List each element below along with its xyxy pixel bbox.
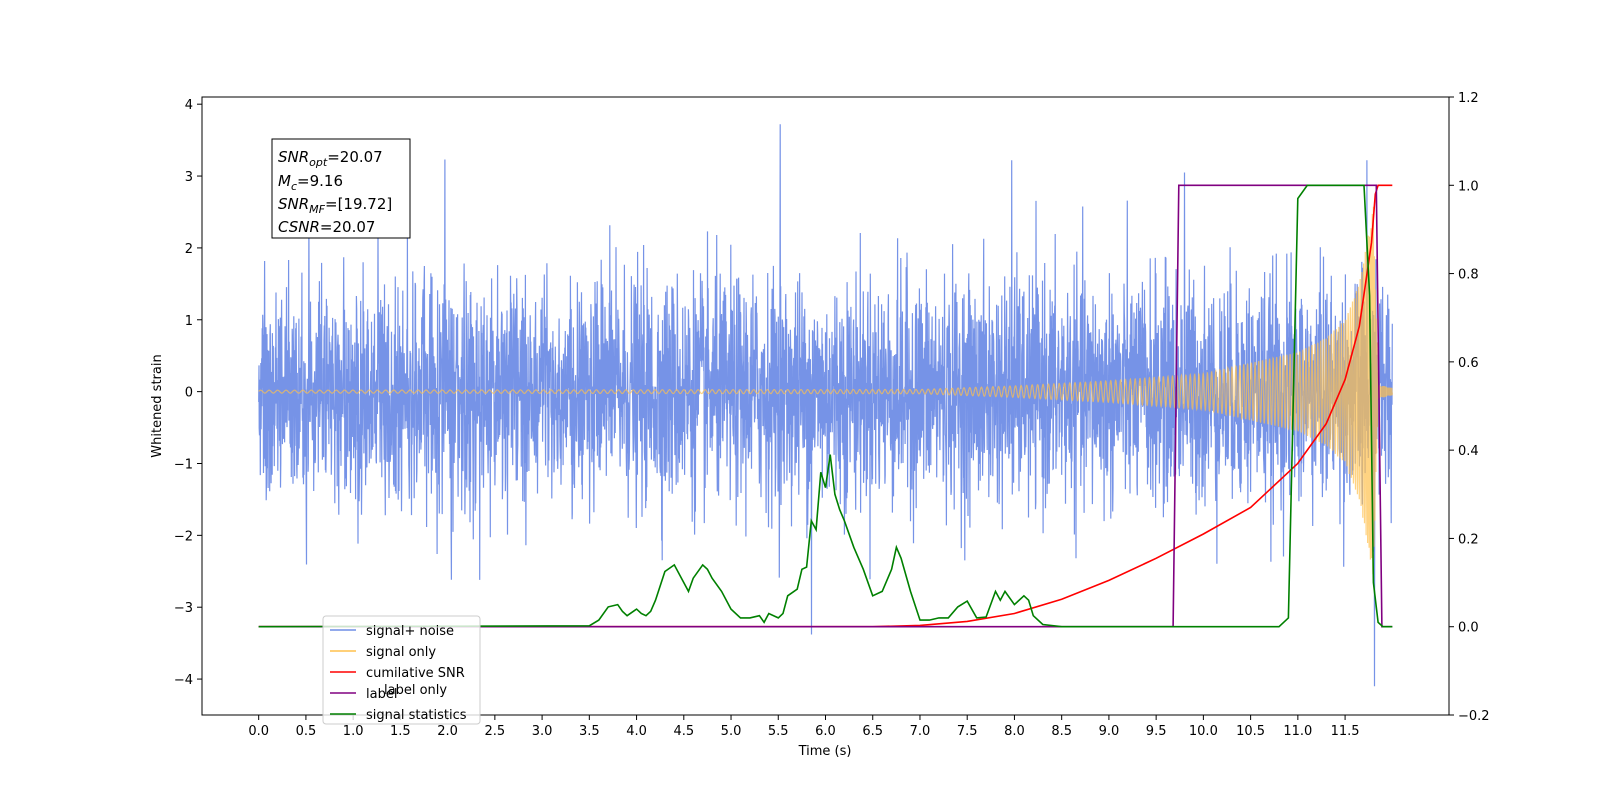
y-tick-label-left: −1 — [174, 457, 193, 472]
x-tick-label: 3.0 — [532, 724, 553, 739]
y-tick-label-right: 0.6 — [1458, 356, 1479, 371]
plot-area — [258, 124, 1393, 687]
y-axis-label-left: Whitened strain — [150, 354, 165, 457]
x-tick-label: 8.5 — [1051, 724, 1072, 739]
x-tick-label: 6.0 — [815, 724, 836, 739]
series-cumilative-snr — [258, 184, 1393, 628]
x-tick-label: 1.5 — [390, 724, 411, 739]
legend-ghost-text: label only — [384, 683, 447, 698]
y-axis-left: −4 −3 −2 −1 0 1 2 3 4 — [174, 98, 202, 688]
y-tick-label-left: 0 — [185, 386, 193, 401]
series-signal-statistics — [258, 184, 1393, 628]
legend-label: signal statistics — [366, 708, 467, 723]
x-tick-label: 4.0 — [626, 724, 647, 739]
y-tick-label-right: 0.8 — [1458, 268, 1479, 283]
stats-box-frame — [271, 138, 411, 239]
x-tick-label: 11.5 — [1331, 724, 1360, 739]
y-tick-label-left: −4 — [174, 673, 193, 688]
x-tick-label: 6.5 — [862, 724, 883, 739]
legend-label: cumilative SNR — [366, 666, 465, 681]
legend-label: signal only — [366, 645, 436, 660]
y-tick-label-left: 3 — [185, 170, 193, 185]
legend-frame — [322, 615, 481, 725]
stat-mc-value: =9.16 — [297, 172, 343, 190]
stat-snr-mf-value: =[19.72] — [325, 195, 392, 213]
y-tick-label-left: 1 — [185, 314, 193, 329]
x-tick-label: 11.0 — [1283, 724, 1312, 739]
x-tick-label: 4.5 — [673, 724, 694, 739]
series-signal-noise — [258, 124, 1393, 687]
legend: label only signal+ noise signal only cumil… — [322, 615, 481, 725]
x-tick-label: 7.5 — [957, 724, 978, 739]
x-axis: 0.0 0.5 1.0 1.5 2.0 2.5 3.0 3.5 4.0 4.5 5.0 5.5 6.0 6… — [248, 715, 1360, 739]
stat-snr-opt-base: SNR — [278, 148, 309, 166]
stat-mc-sub: c — [291, 180, 297, 193]
x-tick-label: 8.0 — [1004, 724, 1025, 739]
y-tick-label-right: 0.4 — [1458, 444, 1479, 459]
y-tick-label-right: 1.0 — [1458, 179, 1479, 194]
y-axis-right: −0.2 0.0 0.2 0.4 0.6 0.8 1.0 1.2 — [1449, 91, 1490, 724]
y-tick-label-left: 2 — [185, 242, 193, 257]
x-axis-label: Time (s) — [798, 744, 852, 759]
x-tick-label: 10.5 — [1236, 724, 1265, 739]
stat-snr-opt: SNRopt=20.07 — [278, 148, 383, 169]
y-tick-label-right: 0.2 — [1458, 532, 1479, 547]
y-tick-label-right: −0.2 — [1458, 709, 1490, 724]
stat-csnr-value: =20.07 — [320, 218, 376, 236]
y-tick-label-right: 1.2 — [1458, 91, 1479, 106]
y-tick-label-right: 0.0 — [1458, 621, 1479, 636]
series-signal-only — [258, 206, 1393, 575]
stat-snr-opt-value: =20.07 — [327, 148, 383, 166]
stat-snr-opt-sub: opt — [309, 156, 328, 169]
x-tick-label: 0.5 — [296, 724, 317, 739]
legend-entries: signal+ noise signal only cumilative SNR la… — [330, 624, 467, 723]
y-tick-label-left: 4 — [185, 98, 193, 113]
y-tick-label-left: −3 — [174, 601, 193, 616]
y-tick-label-left: −2 — [174, 529, 193, 544]
x-tick-label: 5.0 — [721, 724, 742, 739]
x-tick-label: 5.5 — [768, 724, 789, 739]
stat-csnr-base: CSNR — [278, 218, 320, 236]
stat-snr-mf: SNRMF=[19.72] — [278, 195, 392, 216]
x-tick-label: 0.0 — [248, 724, 269, 739]
stat-mc-base: M — [278, 172, 291, 190]
stat-mc: Mc=9.16 — [278, 172, 343, 193]
legend-label: signal+ noise — [366, 624, 454, 639]
stat-snr-mf-base: SNR — [278, 195, 309, 213]
x-tick-label: 10.0 — [1189, 724, 1218, 739]
x-tick-label: 9.0 — [1099, 724, 1120, 739]
x-tick-label: 9.5 — [1146, 724, 1167, 739]
x-tick-label: 1.0 — [343, 724, 364, 739]
stats-box: SNRopt=20.07 Mc=9.16 SNRMF=[19.72] CSNR=… — [271, 138, 411, 239]
stat-snr-mf-sub: MF — [309, 203, 325, 216]
stat-csnr: CSNR=20.07 — [278, 218, 375, 236]
x-tick-label: 2.0 — [437, 724, 458, 739]
x-tick-label: 3.5 — [579, 724, 600, 739]
legend-label: label — [366, 687, 397, 702]
x-tick-label: 7.0 — [910, 724, 931, 739]
x-tick-label: 2.5 — [485, 724, 506, 739]
